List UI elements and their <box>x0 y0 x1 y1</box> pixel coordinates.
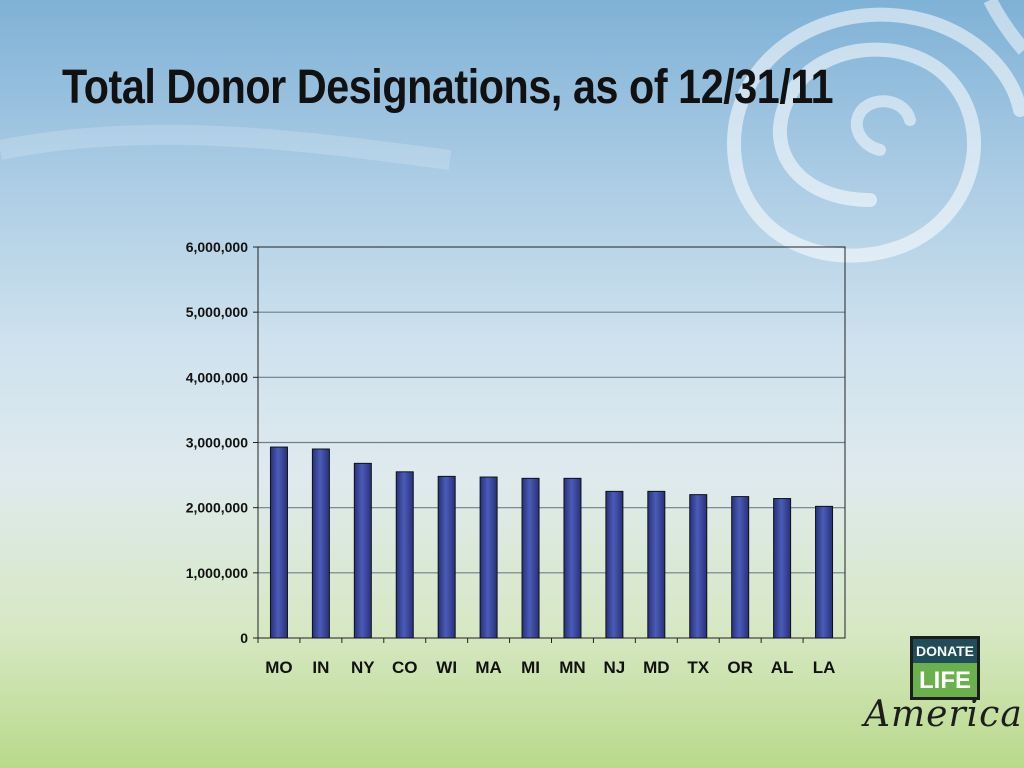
x-axis-labels: MO IN NY CO WI MA MI MN NJ MD TX OR AL LA <box>257 638 836 677</box>
bar-or <box>731 496 750 639</box>
bar-la <box>815 505 834 639</box>
x-category-label: WI <box>436 658 457 677</box>
y-tick-label: 0 <box>240 630 248 646</box>
bar-md <box>647 490 666 639</box>
logo-top-text: DONATE <box>915 643 975 659</box>
bar-tx <box>689 494 708 639</box>
x-category-label: IN <box>312 658 329 677</box>
y-axis-ticks: 0 1,000,000 2,000,000 3,000,000 4,000,000 5,0… <box>186 239 258 646</box>
x-category-label: MN <box>559 658 585 677</box>
x-category-label: MI <box>521 658 540 677</box>
bar-ny <box>353 462 372 639</box>
logo-badge: DONATE LIFE <box>910 636 980 700</box>
bar-mi <box>521 477 540 639</box>
y-tick-label: 1,000,000 <box>186 565 248 581</box>
y-tick-label: 3,000,000 <box>186 435 248 451</box>
x-category-label: MO <box>265 658 292 677</box>
gridlines <box>258 311 845 574</box>
x-category-label: CO <box>392 658 418 677</box>
bar-mn <box>563 477 582 639</box>
y-tick-label: 6,000,000 <box>186 239 248 255</box>
x-category-label: AL <box>771 658 794 677</box>
x-category-label: LA <box>813 658 836 677</box>
y-tick-label: 2,000,000 <box>186 500 248 516</box>
bar-nj <box>605 490 624 639</box>
x-category-label: NJ <box>604 658 626 677</box>
x-category-label: MD <box>643 658 669 677</box>
x-category-label: TX <box>687 658 709 677</box>
bar-in <box>311 448 330 639</box>
bar-ma <box>479 476 498 639</box>
x-category-label: OR <box>727 658 753 677</box>
bar-mo <box>269 446 288 639</box>
x-category-label: MA <box>475 658 501 677</box>
bar-wi <box>437 475 456 639</box>
y-tick-label: 5,000,000 <box>186 304 248 320</box>
donate-life-america-logo: DONATE LIFE America <box>858 632 1022 744</box>
bar-co <box>395 471 414 639</box>
y-tick-label: 4,000,000 <box>186 369 248 385</box>
bar-al <box>773 498 792 639</box>
x-category-label: NY <box>351 658 375 677</box>
bars <box>269 446 834 639</box>
logo-bottom-text: LIFE <box>913 663 977 697</box>
slide-title: Total Donor Designations, as of 12/31/11 <box>62 61 834 114</box>
logo-script-text: America <box>864 694 1023 735</box>
